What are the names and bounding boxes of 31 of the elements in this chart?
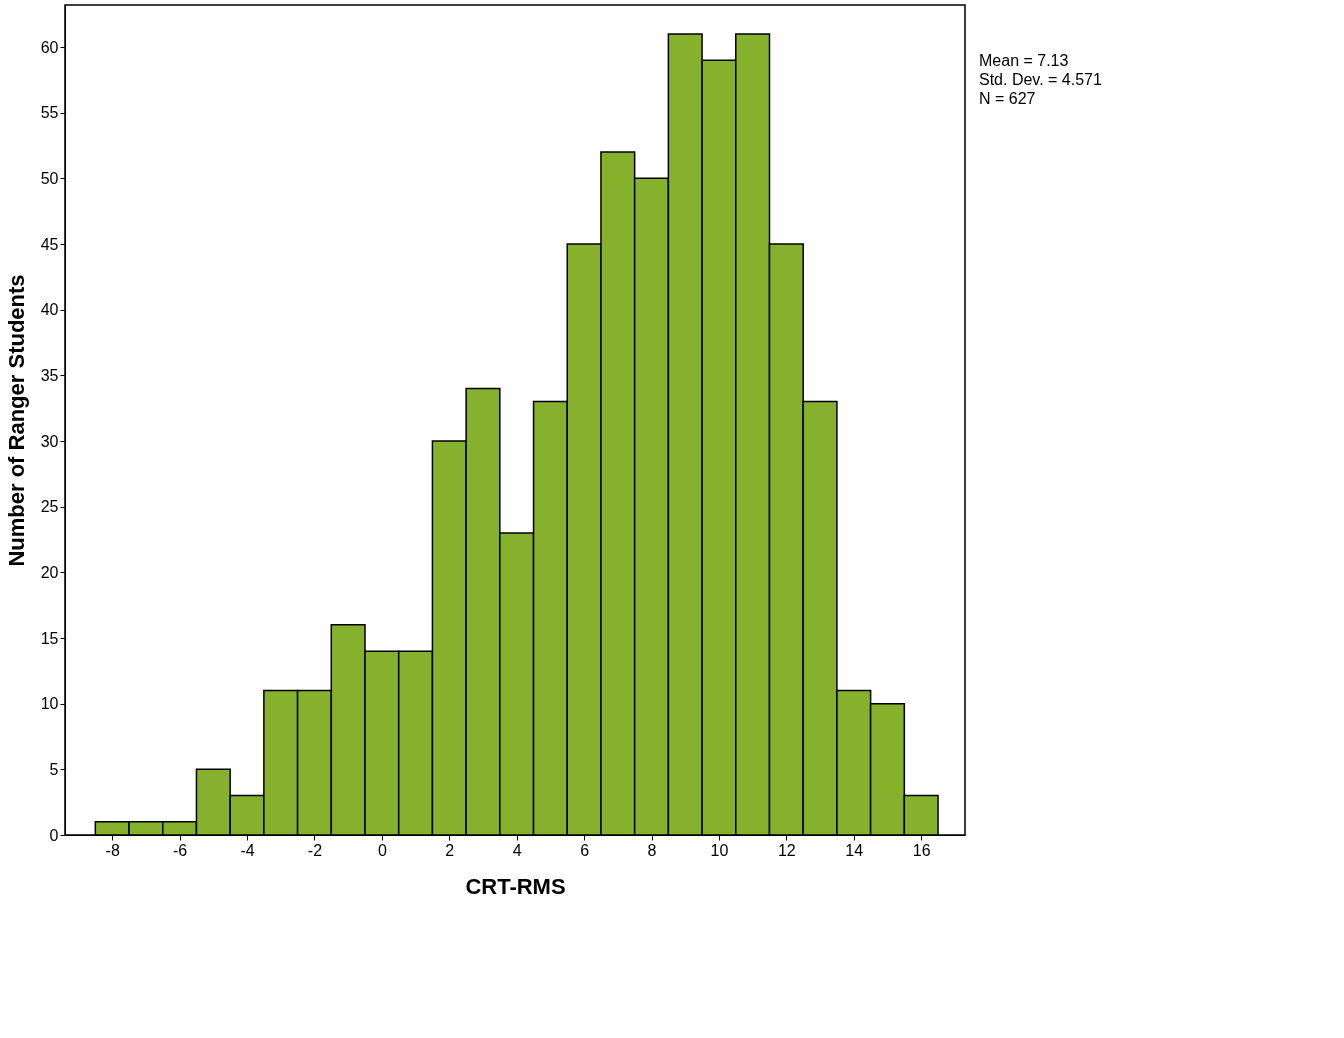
y-tick-label: 25	[40, 498, 59, 516]
x-tick-label: 16	[912, 841, 931, 859]
y-tick-label: 30	[40, 432, 59, 450]
y-axis-title: Number of Ranger Students	[3, 274, 29, 567]
y-tick-label: 0	[49, 826, 59, 844]
x-tick-label: 2	[445, 841, 455, 859]
x-tick-label: -2	[307, 841, 323, 859]
x-tick-label: 4	[512, 841, 522, 859]
y-tick-label: 10	[40, 695, 59, 713]
x-tick-label: -4	[240, 841, 255, 859]
x-tick-label: 10	[710, 841, 729, 859]
x-tick-label: 6	[580, 841, 590, 859]
x-axis-title: CRT-RMS	[465, 873, 566, 899]
x-tick-label: -6	[172, 841, 188, 859]
text: N = 627	[979, 90, 1036, 107]
y-tick-label: 15	[40, 629, 59, 647]
y-tick-label: 35	[40, 366, 59, 384]
y-tick-label: 50	[40, 169, 59, 187]
y-tick-label: 45	[40, 235, 59, 253]
y-tick-label: 20	[40, 563, 59, 581]
y-tick-label: 55	[40, 104, 59, 122]
x-tick-label: 8	[647, 841, 657, 859]
x-tick-label: 14	[845, 841, 864, 859]
y-tick-label: 60	[40, 38, 59, 56]
y-tick-label: 40	[40, 301, 59, 319]
text: Std. Dev. = 4.571	[979, 71, 1102, 88]
x-tick-label: 12	[777, 841, 796, 859]
x-tick-label: 0	[377, 841, 387, 859]
x-tick-label: -8	[105, 841, 120, 859]
y-tick-label: 5	[49, 760, 59, 778]
text: Mean = 7.13	[979, 52, 1069, 69]
